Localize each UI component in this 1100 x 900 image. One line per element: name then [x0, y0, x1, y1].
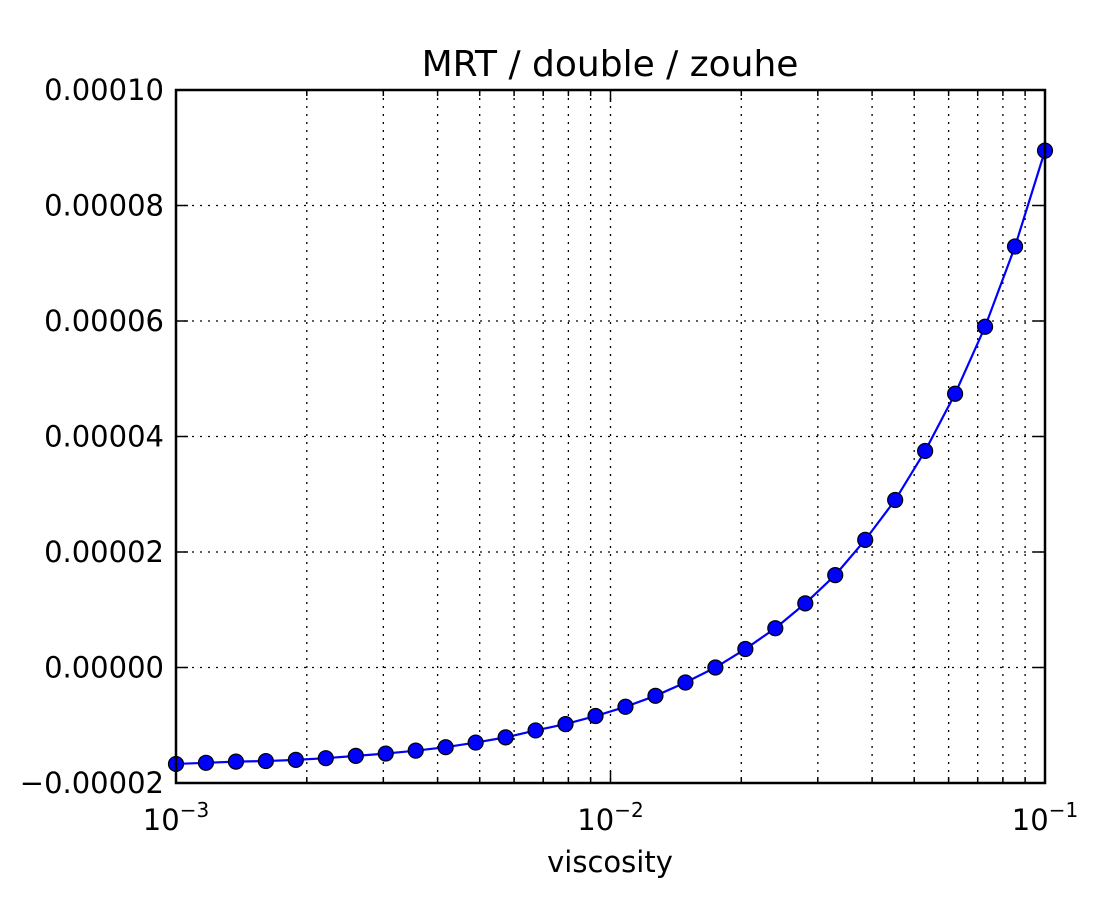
data-point	[677, 674, 694, 691]
data-point	[797, 595, 814, 612]
data-point	[857, 531, 874, 548]
data-point	[617, 698, 634, 715]
y-tick-labels: −0.00002 0.00000 0.00002 0.00004 0.00006 0.00…	[20, 73, 164, 800]
data-point	[976, 318, 994, 335]
data-point	[917, 442, 934, 460]
data-point	[197, 754, 215, 771]
data-point	[287, 751, 304, 769]
data-point	[257, 752, 274, 770]
y-tick-label: 0.00000	[44, 651, 164, 685]
y-tick-label: −0.00002	[20, 766, 164, 800]
plot-frame	[174, 88, 1047, 785]
y-tick-label: 0.00004	[44, 420, 164, 454]
data-point	[407, 742, 424, 759]
data-point	[377, 745, 394, 762]
x-tick-label: 10−3	[143, 798, 209, 837]
y-tick-label: 0.00002	[44, 535, 164, 569]
data-point	[587, 707, 604, 725]
data-point	[707, 659, 724, 676]
data-point	[647, 687, 664, 704]
data-point	[947, 385, 964, 402]
data-point	[1006, 238, 1024, 255]
x-tick-label: 10−1	[1012, 798, 1078, 837]
data-point	[887, 491, 904, 509]
data-point	[527, 722, 544, 739]
data-point	[227, 753, 245, 770]
data-point	[557, 715, 574, 733]
data-point	[827, 566, 844, 584]
data-point	[317, 750, 334, 767]
data-point	[347, 747, 364, 764]
data-point	[497, 729, 514, 746]
chart-title: MRT / double / zouhe	[422, 44, 799, 85]
data-point	[767, 620, 784, 637]
data-point	[467, 734, 484, 751]
data-point	[437, 739, 454, 756]
x-axis-label: viscosity	[547, 845, 673, 879]
y-tick-label: 0.00010	[44, 73, 164, 107]
x-tick-labels: 10−3 10−2 10−1	[143, 798, 1078, 837]
y-tick-label: 0.00006	[44, 304, 164, 338]
axis-ticks	[175, 89, 1046, 784]
data-point	[737, 640, 754, 658]
grid	[176, 90, 1045, 783]
series-layer	[167, 142, 1054, 773]
y-tick-label: 0.00008	[44, 189, 164, 223]
x-tick-label: 10−2	[577, 798, 643, 837]
